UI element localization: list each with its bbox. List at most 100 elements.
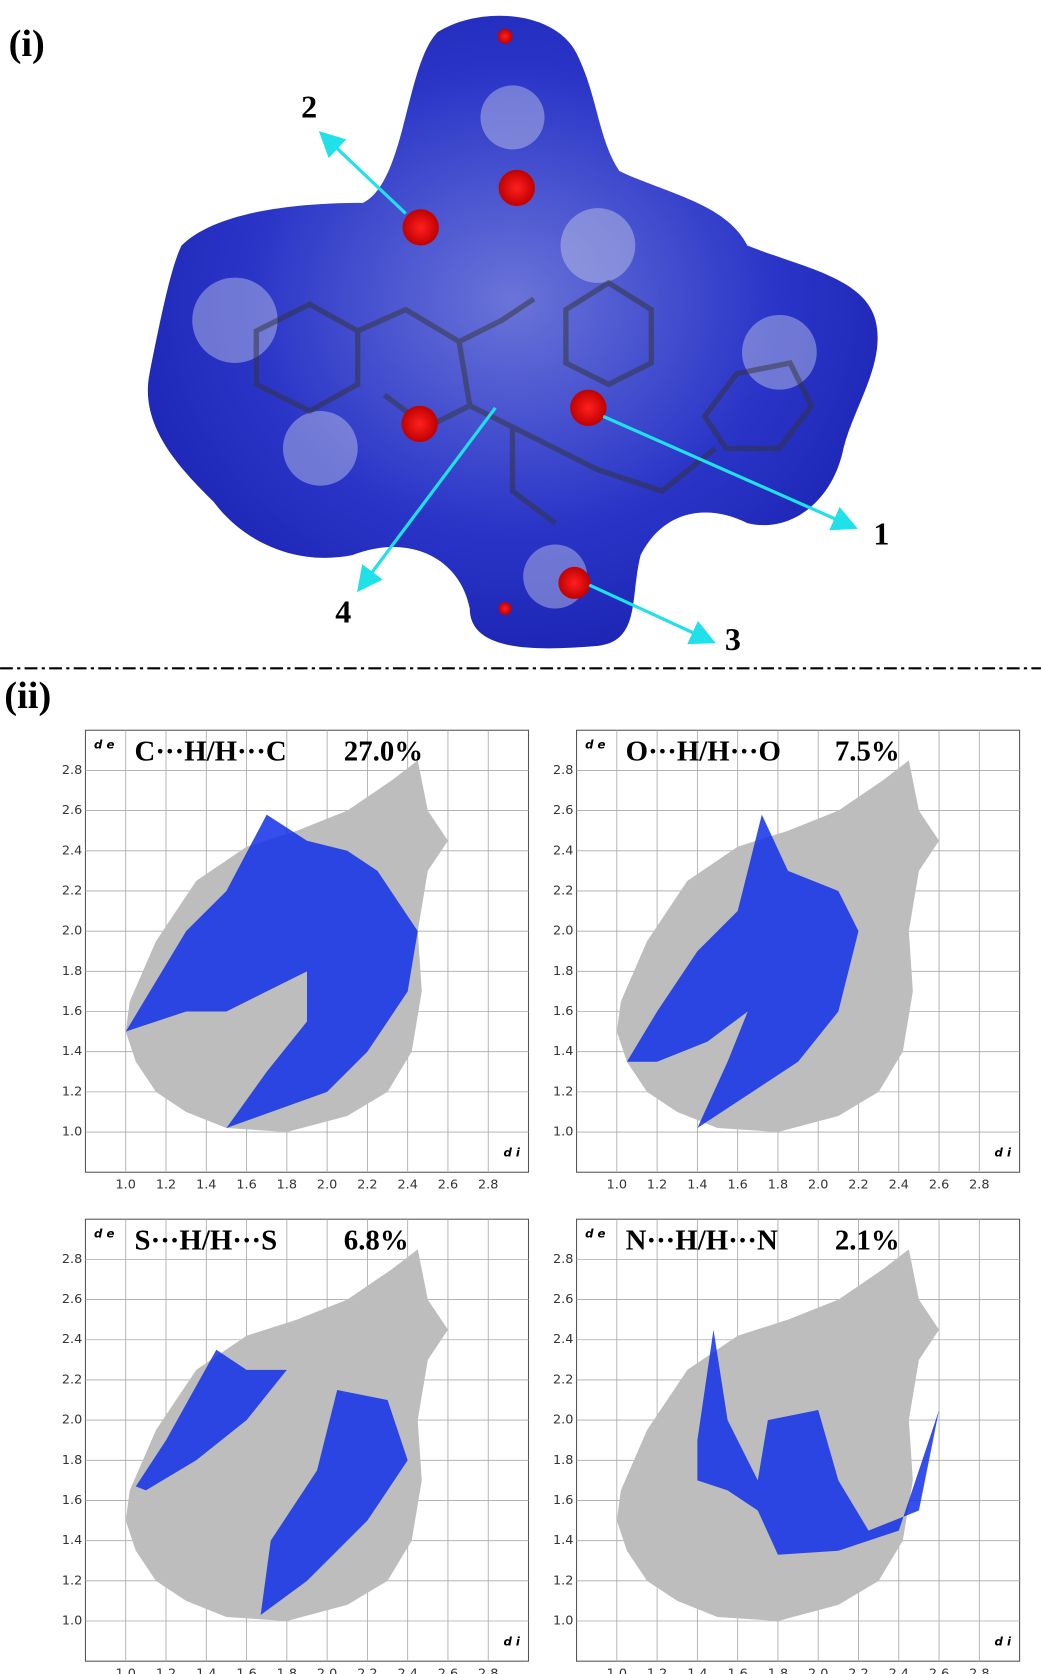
y-tick-label: 2.2	[553, 1372, 573, 1387]
y-tick-label: 2.4	[62, 1332, 82, 1347]
y-tick-label: 1.0	[553, 1614, 573, 1629]
y-tick-label: 2.2	[62, 883, 82, 898]
y-tick-label: 1.6	[62, 1004, 82, 1019]
x-tick-label: 1.2	[156, 1667, 176, 1674]
y-tick-label: 2.4	[553, 843, 573, 858]
y-axis-label: d e	[94, 1227, 114, 1241]
percentage: 7.5%	[835, 735, 900, 767]
y-tick-label: 1.6	[553, 1004, 573, 1019]
spot-label: 3	[725, 621, 741, 657]
y-tick-label: 2.6	[62, 1292, 82, 1307]
x-tick-label: 2.4	[397, 1667, 417, 1674]
y-tick-label: 2.8	[553, 763, 573, 778]
x-axis-label: d i	[995, 1146, 1012, 1160]
y-tick-label: 1.4	[62, 1044, 82, 1059]
y-axis-label: d e	[585, 1227, 605, 1241]
x-tick-label: 2.6	[929, 1667, 949, 1674]
y-tick-label: 2.6	[62, 803, 82, 818]
x-tick-label: 2.6	[438, 1178, 458, 1193]
y-tick-label: 1.6	[553, 1493, 573, 1508]
x-tick-label: 1.4	[687, 1667, 707, 1674]
x-tick-label: 1.4	[196, 1178, 216, 1193]
x-tick-label: 1.8	[277, 1178, 297, 1193]
x-tick-label: 2.0	[317, 1667, 337, 1674]
x-tick-label: 2.4	[397, 1178, 417, 1193]
y-tick-label: 2.2	[62, 1372, 82, 1387]
y-tick-label: 1.2	[62, 1084, 82, 1099]
x-tick-label: 1.8	[768, 1178, 788, 1193]
spot-label: 1	[873, 515, 889, 551]
x-tick-label: 2.4	[889, 1178, 909, 1193]
y-tick-label: 1.0	[62, 1614, 82, 1629]
x-axis-label: d i	[503, 1146, 520, 1160]
x-tick-label: 1.4	[196, 1667, 216, 1674]
y-tick-label: 2.0	[553, 1413, 573, 1428]
x-tick-label: 1.0	[116, 1178, 136, 1193]
x-tick-label: 2.8	[478, 1667, 498, 1674]
fingerprint-plot: 1.0 1.2 1.4 1.6 1.8 2.0 2.2 2.4 2.6 2.8 1.0 1.2 1.4 1…	[62, 1219, 529, 1674]
y-tick-label: 2.8	[62, 763, 82, 778]
plot-title: S···H/H···S	[135, 1224, 278, 1256]
x-axis-label: d i	[503, 1634, 520, 1648]
y-tick-label: 2.0	[62, 1413, 82, 1428]
fingerprint-plot: 1.01.21.41.61.82.02.22.42.62.81.01.21.41…	[553, 1219, 1020, 1674]
y-tick-label: 1.4	[553, 1044, 573, 1059]
x-tick-label: 2.0	[808, 1667, 828, 1674]
percentage: 27.0%	[344, 735, 423, 767]
x-tick-label: 1.2	[647, 1178, 667, 1193]
y-tick-label: 1.2	[553, 1084, 573, 1099]
y-tick-label: 1.4	[553, 1533, 573, 1548]
x-axis-label: d i	[995, 1634, 1012, 1648]
x-tick-label: 1.0	[607, 1667, 627, 1674]
y-tick-label: 2.4	[553, 1332, 573, 1347]
spot-label: 4	[335, 593, 351, 629]
x-tick-label: 2.2	[848, 1667, 868, 1674]
y-tick-label: 2.4	[62, 843, 82, 858]
y-tick-label: 2.0	[62, 924, 82, 939]
x-tick-label: 2.2	[848, 1178, 868, 1193]
x-tick-label: 2.0	[317, 1178, 337, 1193]
y-tick-label: 1.8	[62, 1453, 82, 1468]
plot-title: C···H/H···C	[135, 735, 287, 767]
x-tick-label: 1.8	[277, 1667, 297, 1674]
x-tick-label: 2.6	[929, 1178, 949, 1193]
percentage: 6.8%	[344, 1224, 409, 1256]
x-tick-label: 2.2	[357, 1178, 377, 1193]
x-tick-label: 1.6	[727, 1178, 747, 1193]
y-axis-label: d e	[585, 738, 605, 752]
spot-label: 2	[301, 88, 317, 124]
x-tick-label: 1.6	[727, 1667, 747, 1674]
y-tick-label: 1.2	[62, 1573, 82, 1588]
y-tick-label: 1.0	[553, 1125, 573, 1140]
panel-label: (ii)	[4, 675, 51, 717]
x-tick-label: 1.2	[647, 1667, 667, 1674]
x-tick-label: 1.2	[156, 1178, 176, 1193]
x-tick-label: 2.6	[438, 1667, 458, 1674]
y-tick-label: 2.0	[553, 924, 573, 939]
y-tick-label: 2.6	[553, 803, 573, 818]
x-tick-label: 2.8	[969, 1178, 989, 1193]
x-tick-label: 2.4	[889, 1667, 909, 1674]
y-tick-label: 1.8	[62, 964, 82, 979]
x-tick-label: 1.6	[236, 1667, 256, 1674]
y-tick-label: 2.8	[553, 1252, 573, 1267]
x-tick-label: 1.0	[116, 1667, 136, 1674]
x-tick-label: 1.4	[687, 1178, 707, 1193]
x-tick-label: 2.2	[357, 1667, 377, 1674]
x-tick-label: 2.0	[808, 1178, 828, 1193]
x-tick-label: 1.6	[236, 1178, 256, 1193]
plot-title: N···H/H···N	[626, 1224, 778, 1256]
y-tick-label: 1.4	[62, 1533, 82, 1548]
y-tick-label: 2.2	[553, 883, 573, 898]
y-tick-label: 1.8	[553, 1453, 573, 1468]
y-tick-label: 1.0	[62, 1125, 82, 1140]
y-tick-label: 1.6	[62, 1493, 82, 1508]
x-tick-label: 1.8	[768, 1667, 788, 1674]
fingerprint-plot: 1.0 1.2 1.4 1.6 1.8 2.0 2.2 2.4 2.6 2.8 1.0 1.2 1.4 1…	[62, 730, 529, 1192]
y-tick-label: 2.8	[62, 1252, 82, 1267]
x-tick-label: 2.8	[478, 1178, 498, 1193]
x-tick-label: 2.8	[969, 1667, 989, 1674]
figure: (i) 1 2 3 4 (ii) 1.01.21.41.61.82.02.22.…	[0, 0, 1041, 1674]
percentage: 2.1%	[835, 1224, 900, 1256]
